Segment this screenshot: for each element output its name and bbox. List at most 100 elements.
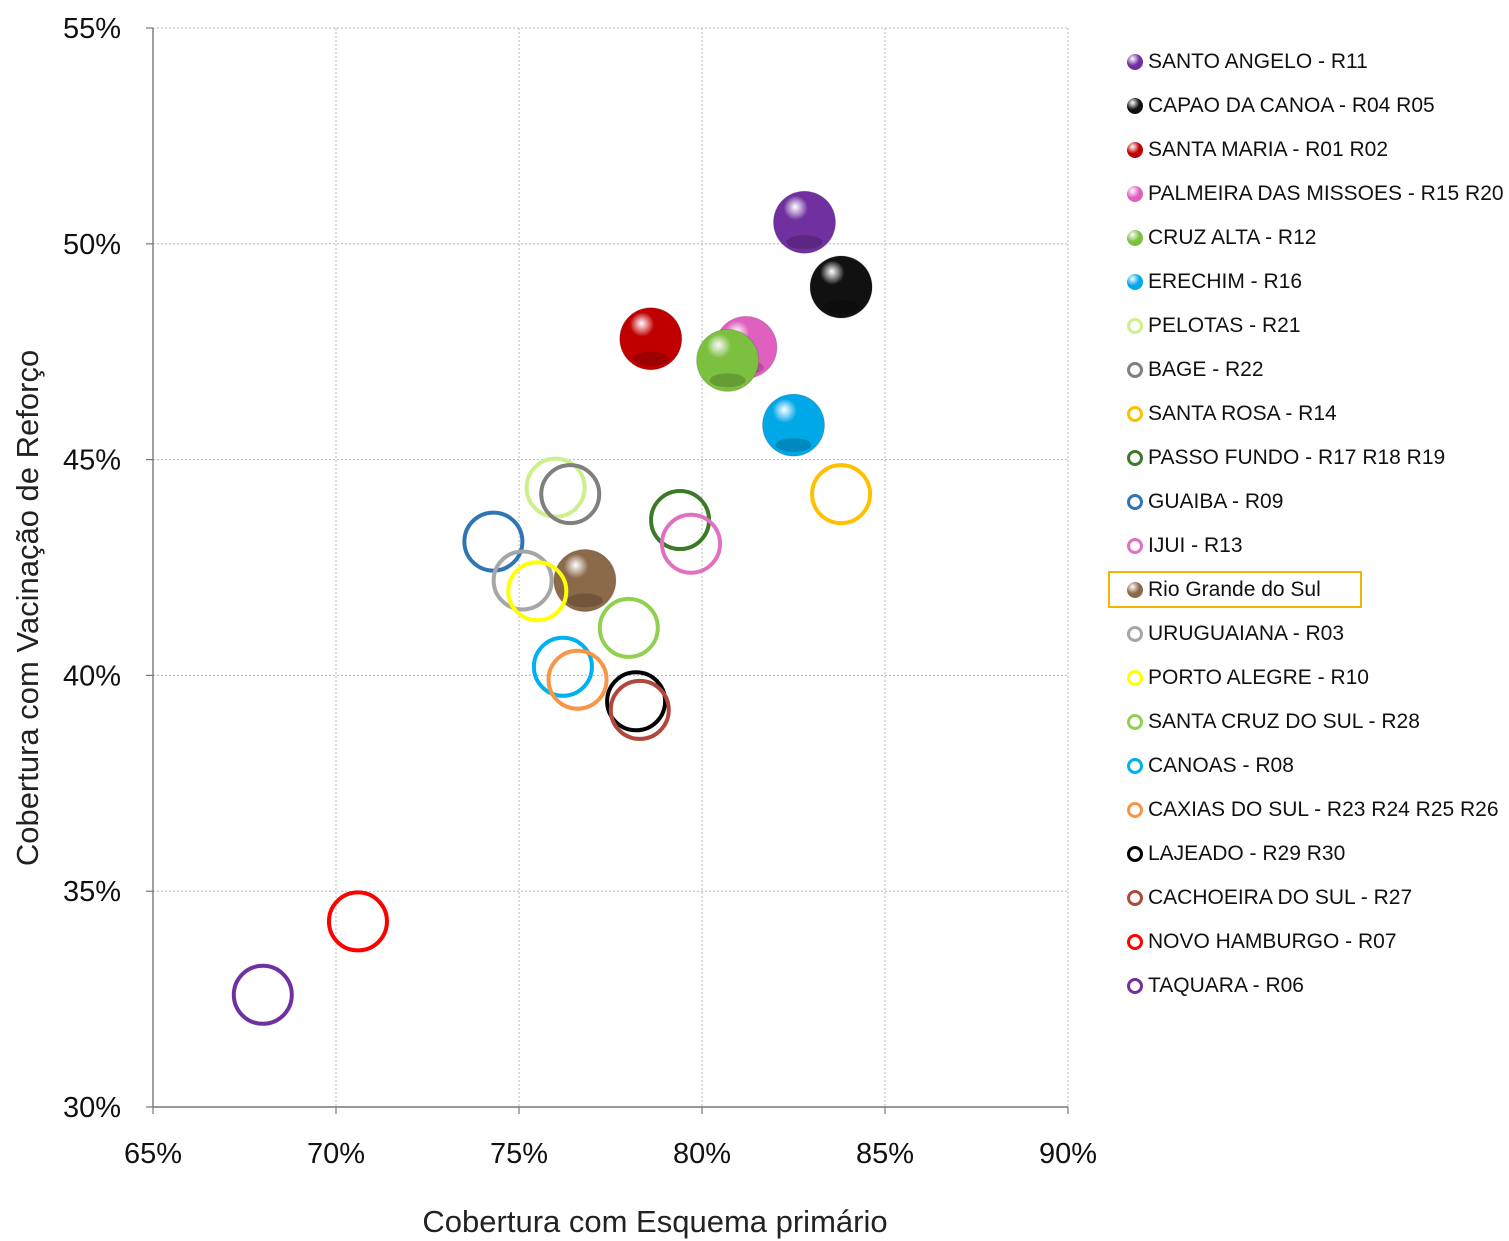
legend-label: PALMEIRA DAS MISSOES - R15 R20 (1148, 182, 1504, 205)
legend-label: CANOAS - R08 (1148, 754, 1294, 777)
legend-item-rio-grande-do-sul: Rio Grande do Sul (1108, 568, 1505, 612)
x-tick-label: 90% (1039, 1138, 1097, 1170)
legend-label: CACHOEIRA DO SUL - R27 (1148, 886, 1413, 909)
legend-item-palmeira-das-missoes-r15-r20: PALMEIRA DAS MISSOES - R15 R20 (1120, 172, 1505, 216)
legend-item-porto-alegre-r10: PORTO ALEGRE - R10 (1120, 656, 1505, 700)
legend-item-caxias-do-sul-r23-r24-r25-r26: CAXIAS DO SUL - R23 R24 R25 R26 (1120, 788, 1505, 832)
legend-marker-icon (1127, 450, 1143, 466)
legend-marker-icon (1127, 934, 1143, 950)
legend-marker-icon (1127, 406, 1143, 422)
legend-marker-icon (1127, 714, 1143, 730)
y-tick-label: 40% (63, 660, 121, 692)
legend-marker-icon (1127, 890, 1143, 906)
y-tick-label: 45% (63, 445, 121, 477)
legend-label: ERECHIM - R16 (1148, 270, 1303, 293)
legend-label: GUAIBA - R09 (1148, 490, 1284, 513)
legend-marker-icon (1127, 846, 1143, 862)
grid-lines (153, 27, 1069, 1107)
point-santa-maria-r01-r02 (619, 307, 683, 371)
point-novo-hamburgo-r07 (326, 890, 389, 953)
point-cruz-alta-r12 (696, 328, 760, 392)
legend-item-cruz-alta-r12: CRUZ ALTA - R12 (1120, 216, 1505, 260)
x-tick-label: 75% (490, 1138, 548, 1170)
x-tick-label: 85% (856, 1138, 914, 1170)
legend-marker-icon (1127, 582, 1143, 598)
x-tick-label: 65% (124, 1138, 182, 1170)
y-axis-title: Cobertura com Vacinação de Reforço (10, 350, 45, 866)
legend-item-guaiba-r09: GUAIBA - R09 (1120, 480, 1505, 524)
point-shade (786, 235, 823, 250)
legend-marker-icon (1127, 494, 1143, 510)
point-rio-grande-do-sul (553, 548, 617, 612)
legend-label: NOVO HAMBURGO - R07 (1148, 930, 1397, 953)
legend-marker-icon (1127, 230, 1143, 246)
legend-item-lajeado-r29-r30: LAJEADO - R29 R30 (1120, 832, 1505, 876)
legend-item-novo-hamburgo-r07: NOVO HAMBURGO - R07 (1120, 920, 1505, 964)
legend-item-passo-fundo-r17-r18-r19: PASSO FUNDO - R17 R18 R19 (1120, 436, 1505, 480)
legend-label: SANTA CRUZ DO SUL - R28 (1148, 710, 1420, 733)
point-santo-angelo-r11 (772, 190, 836, 254)
legend: SANTO ANGELO - R11 CAPAO DA CANOA - R04 R… (1108, 40, 1505, 1008)
legend-marker-icon (1127, 538, 1143, 554)
legend-marker-icon (1127, 98, 1143, 114)
legend-item-santo-angelo-r11: SANTO ANGELO - R11 (1120, 40, 1505, 84)
legend-label: PORTO ALEGRE - R10 (1148, 666, 1369, 689)
legend-item-santa-cruz-do-sul-r28: SANTA CRUZ DO SUL - R28 (1120, 700, 1505, 744)
legend-label: CAXIAS DO SUL - R23 R24 R25 R26 (1148, 798, 1499, 821)
point-erechim-r16 (762, 393, 825, 457)
legend-marker-icon (1127, 142, 1143, 158)
point-shade (632, 351, 669, 366)
point-caxias-do-sul-r23-r24-r25-r26 (546, 648, 609, 711)
legend-item-cachoeira-do-sul-r27: CACHOEIRA DO SUL - R27 (1120, 876, 1505, 920)
legend-label: LAJEADO - R29 R30 (1148, 842, 1346, 865)
point-shade (823, 299, 860, 314)
point-porto-alegre-r10 (506, 560, 569, 623)
legend-label: TAQUARA - R06 (1148, 974, 1304, 997)
legend-marker-icon (1127, 978, 1143, 994)
legend-label: CAPAO DA CANOA - R04 R05 (1148, 94, 1435, 117)
legend-label: SANTA MARIA - R01 R02 (1148, 138, 1389, 161)
point-shade (709, 373, 746, 388)
y-tick-label: 35% (63, 876, 121, 908)
point-passo-fundo-r17-r18-r19 (649, 489, 712, 552)
point-canoas-r08 (531, 635, 594, 698)
data-points (231, 190, 873, 1026)
point-lajeado-r29-r30 (605, 670, 668, 733)
legend-item-bage-r22: BAGE - R22 (1120, 348, 1505, 392)
legend-marker-icon (1127, 54, 1143, 70)
legend-label: SANTO ANGELO - R11 (1148, 50, 1368, 73)
y-tick-label: 30% (63, 1092, 121, 1124)
point-pelotas-r21 (524, 456, 587, 519)
legend-label: CRUZ ALTA - R12 (1148, 226, 1317, 249)
point-guaiba-r09 (462, 510, 525, 573)
point-capao-da-canoa-r04-r05 (809, 255, 873, 319)
legend-label: BAGE - R22 (1148, 358, 1264, 381)
legend-label: SANTA ROSA - R14 (1148, 402, 1337, 425)
legend-item-taquara-r06: TAQUARA - R06 (1120, 964, 1505, 1008)
point-bage-r22 (539, 463, 602, 526)
legend-marker-icon (1127, 802, 1143, 818)
legend-item-canoas-r08: CANOAS - R08 (1120, 744, 1505, 788)
legend-label: PASSO FUNDO - R17 R18 R19 (1148, 446, 1446, 469)
tick-labels: 65% 70% 75% 80% 85% 90% 30% 35% 40% 45% 50% 55% (63, 13, 1097, 1170)
legend-marker-icon (1127, 626, 1143, 642)
point-ijui-r13 (660, 512, 723, 575)
legend-label: PELOTAS - R21 (1148, 314, 1301, 337)
point-uruguaiana-r03 (491, 549, 554, 612)
legend-marker-icon (1127, 362, 1143, 378)
y-tick-label: 55% (63, 13, 121, 45)
legend-item-santa-maria-r01-r02: SANTA MARIA - R01 R02 (1120, 128, 1505, 172)
legend-marker-icon (1127, 274, 1143, 290)
legend-item-santa-rosa-r14: SANTA ROSA - R14 (1120, 392, 1505, 436)
legend-marker-icon (1127, 758, 1143, 774)
legend-marker-icon (1127, 318, 1143, 334)
y-tick-label: 50% (63, 229, 121, 261)
legend-item-erechim-r16: ERECHIM - R16 (1120, 260, 1505, 304)
legend-label: URUGUAIANA - R03 (1148, 622, 1345, 645)
axes (146, 27, 1069, 1114)
point-shade (775, 438, 812, 453)
point-shade (566, 593, 603, 608)
legend-marker-icon (1127, 186, 1143, 202)
point-santa-cruz-do-sul-r28 (597, 596, 660, 659)
legend-item-capao-da-canoa-r04-r05: CAPAO DA CANOA - R04 R05 (1120, 84, 1505, 128)
